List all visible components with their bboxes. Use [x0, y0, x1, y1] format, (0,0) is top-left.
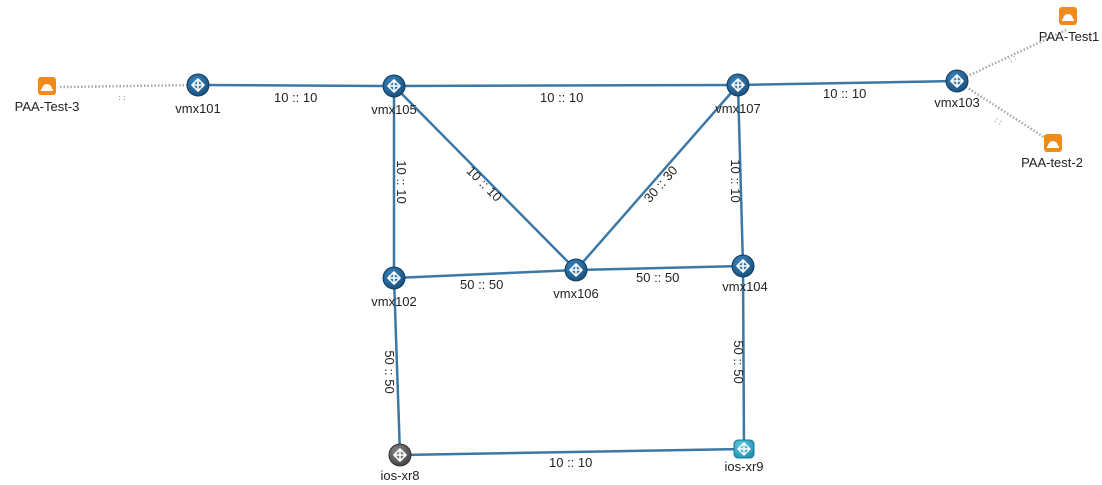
- node-label: PAA-Test1: [1039, 29, 1099, 44]
- link-label: 50 :: 50: [382, 350, 397, 393]
- probe-agent-icon: [38, 77, 56, 95]
- router-nodes: vmx101 vmx105 vmx107 vmx103: [175, 69, 980, 483]
- router-node-ios-xr9[interactable]: ios-xr9: [724, 439, 764, 474]
- link-label: 10 :: 10: [274, 90, 317, 105]
- router-icon: [388, 443, 412, 467]
- node-label: PAA-test-2: [1021, 155, 1083, 170]
- link-label: 10 :: 10: [823, 86, 866, 101]
- link-vmx107-vmx104[interactable]: [736, 84, 745, 267]
- link-label: 50 :: 50: [731, 340, 746, 383]
- node-label: ios-xr8: [380, 468, 419, 483]
- router-icon: [186, 73, 210, 97]
- router-node-vmx105[interactable]: vmx105: [371, 74, 417, 117]
- router-node-ios-xr8[interactable]: ios-xr8: [380, 443, 420, 483]
- router-node-vmx103[interactable]: vmx103: [934, 69, 980, 110]
- node-label: vmx103: [934, 95, 980, 110]
- probe-links: :: :: ::: [59, 28, 1067, 145]
- probe-node-paa-test1[interactable]: PAA-Test1: [1039, 7, 1099, 44]
- router-node-vmx106[interactable]: vmx106: [553, 258, 599, 301]
- probe-link-vmx103-paa-test2[interactable]: [956, 79, 1054, 145]
- link-label: 10 :: 10: [728, 159, 743, 202]
- node-label: vmx107: [715, 101, 761, 116]
- router-node-vmx104[interactable]: vmx104: [722, 254, 768, 294]
- probe-link-marker: ::: [1006, 53, 1019, 64]
- link-vmx102-vmx106[interactable]: [393, 268, 577, 280]
- node-label: vmx102: [371, 294, 417, 309]
- router-icon: [733, 439, 755, 459]
- probe-nodes: PAA-Test-3 PAA-Test1 PAA-test-2: [15, 7, 1099, 170]
- router-node-vmx101[interactable]: vmx101: [175, 73, 221, 116]
- probe-link-vmx103-paa-test1[interactable]: [956, 28, 1067, 83]
- router-node-vmx102[interactable]: vmx102: [371, 266, 417, 309]
- link-label: 50 :: 50: [636, 270, 679, 285]
- probe-link-marker: ::: [116, 95, 128, 101]
- router-node-vmx107[interactable]: vmx107: [715, 73, 761, 116]
- probe-node-paa-test-3[interactable]: PAA-Test-3: [15, 77, 80, 114]
- link-label: 10 :: 10: [549, 455, 592, 470]
- router-icon: [726, 73, 750, 97]
- link-vmx107-vmx106[interactable]: [575, 84, 739, 271]
- links: [197, 79, 958, 457]
- probe-agent-icon: [1059, 7, 1077, 25]
- router-icon: [564, 258, 588, 282]
- link-vmx107-vmx103[interactable]: [737, 79, 958, 87]
- link-label: 10 :: 10: [540, 90, 583, 105]
- node-label: vmx104: [722, 279, 768, 294]
- router-icon: [945, 69, 969, 93]
- node-label: vmx105: [371, 102, 417, 117]
- router-icon: [382, 74, 406, 98]
- link-vmx105-vmx106[interactable]: [393, 85, 577, 271]
- link-label: 30 :: 30: [641, 163, 681, 206]
- link-vmx104-iosxr9[interactable]: [741, 265, 746, 450]
- link-vmx102-iosxr8[interactable]: [392, 277, 402, 456]
- link-vmx105-vmx107[interactable]: [393, 83, 739, 88]
- router-icon: [382, 266, 406, 290]
- router-icon: [731, 254, 755, 278]
- node-label: PAA-Test-3: [15, 99, 80, 114]
- link-vmx106-vmx104[interactable]: [575, 264, 744, 272]
- probe-agent-icon: [1044, 134, 1062, 152]
- link-label: 10 :: 10: [464, 163, 505, 204]
- probe-link-paa-test3-vmx101[interactable]: [59, 83, 199, 89]
- link-vmx101-vmx105[interactable]: [197, 83, 395, 88]
- link-label: 10 :: 10: [394, 160, 409, 203]
- link-label: 50 :: 50: [460, 277, 503, 292]
- node-label: vmx106: [553, 286, 599, 301]
- probe-node-paa-test-2[interactable]: PAA-test-2: [1021, 134, 1083, 170]
- link-iosxr8-iosxr9[interactable]: [399, 447, 745, 457]
- probe-link-marker: ::: [991, 116, 1004, 127]
- node-label: vmx101: [175, 101, 221, 116]
- node-label: ios-xr9: [724, 459, 763, 474]
